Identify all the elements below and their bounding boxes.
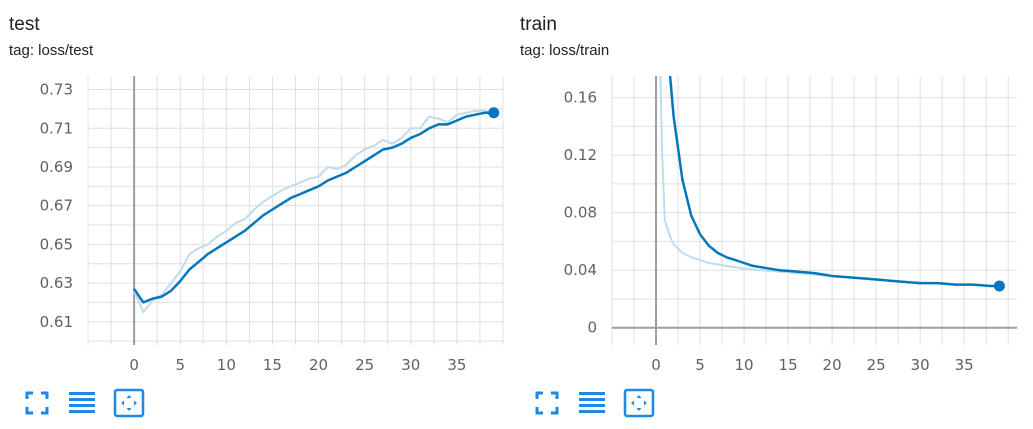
toggle-y-log-scale-icon — [69, 392, 95, 413]
y-tick-label: 0.04 — [564, 261, 597, 279]
fullscreen-button[interactable] — [20, 386, 54, 420]
fit-domain-button[interactable] — [622, 386, 656, 420]
y-tick-label: 0.65 — [40, 235, 73, 253]
smoothed-series-line — [133, 111, 494, 304]
fit-domain-icon — [623, 388, 655, 418]
x-tick-label: 15 — [779, 356, 798, 374]
x-tick-label: 5 — [695, 356, 705, 374]
x-tick-label: 0 — [129, 356, 139, 374]
fit-domain-icon — [113, 388, 145, 418]
x-tick-label: 0 — [651, 356, 661, 374]
train-loss-chart[interactable]: 0 5 10 15 20 25 30 35 0 0.04 0.08 0.12 0.16 — [510, 0, 1020, 380]
fullscreen-icon — [535, 391, 559, 415]
y-tick-label: 0.16 — [564, 89, 597, 107]
train-chart-card: train tag: loss/train 0 5 10 15 20 25 30 35 0 0.0… — [510, 0, 1020, 429]
raw-series-line — [133, 109, 495, 314]
x-tick-label: 25 — [355, 356, 374, 374]
x-tick-label: 30 — [401, 356, 420, 374]
chart-title: test — [9, 14, 40, 35]
y-tick-label: 0.63 — [40, 274, 73, 292]
fullscreen-icon — [25, 391, 49, 415]
x-tick-label: 15 — [263, 356, 282, 374]
y-tick-label: 0.67 — [40, 197, 73, 215]
grid-lines — [611, 76, 1017, 345]
chart-title: train — [520, 14, 557, 35]
x-tick-label: 30 — [911, 356, 930, 374]
grid-lines — [87, 76, 504, 345]
x-tick-label: 35 — [955, 356, 974, 374]
test-loss-chart[interactable]: 0 5 10 15 20 25 30 35 0.61 0.63 0.65 0.67 0.69 0.71 0.… — [0, 0, 510, 380]
x-tick-label: 10 — [217, 356, 236, 374]
raw-series-line — [659, 76, 1000, 287]
chart-tag: tag: loss/test — [9, 42, 94, 59]
smoothed-series-line — [668, 76, 1000, 288]
x-tick-label: 10 — [735, 356, 754, 374]
x-tick-label: 25 — [867, 356, 886, 374]
toggle-log-scale-button[interactable] — [575, 386, 609, 420]
y-tick-label: 0.71 — [40, 119, 73, 137]
y-tick-label: 0.73 — [40, 81, 73, 99]
y-tick-label: 0.61 — [40, 313, 73, 331]
y-tick-label: 0.69 — [40, 158, 73, 176]
x-tick-label: 20 — [823, 356, 842, 374]
y-tick-label: 0.08 — [564, 204, 597, 222]
y-tick-label: 0 — [587, 319, 597, 337]
last-value-marker — [993, 280, 1005, 292]
test-chart-card: test tag: loss/test 0 5 10 15 20 25 30 35 0.61 0.… — [0, 0, 510, 429]
x-tick-label: 20 — [309, 356, 328, 374]
chart-tag: tag: loss/train — [520, 42, 610, 59]
toggle-log-scale-button[interactable] — [65, 386, 99, 420]
x-tick-label: 5 — [175, 356, 185, 374]
x-tick-label: 35 — [447, 356, 466, 374]
plot-area — [133, 109, 495, 314]
fullscreen-button[interactable] — [530, 386, 564, 420]
toggle-y-log-scale-icon — [579, 392, 605, 413]
fit-domain-button[interactable] — [112, 386, 146, 420]
last-value-marker — [488, 107, 500, 119]
y-tick-label: 0.12 — [564, 146, 597, 164]
plot-area — [659, 76, 1000, 288]
